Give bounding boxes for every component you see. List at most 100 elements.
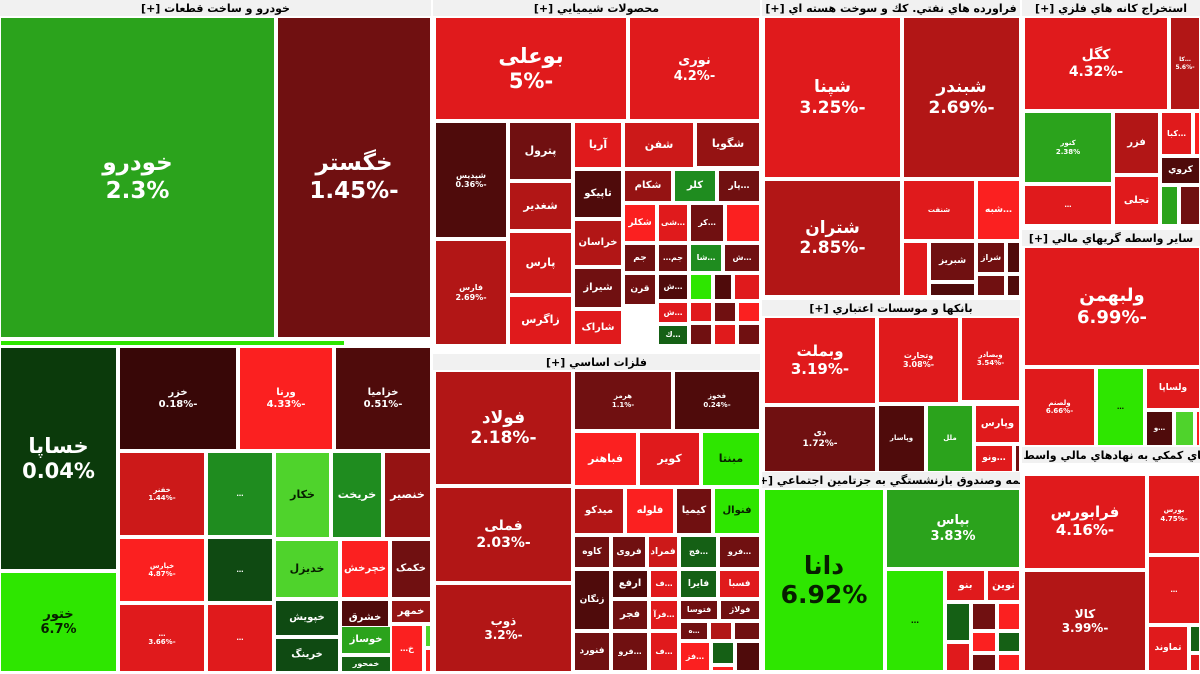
- treemap-tile[interactable]: …ونو: [975, 445, 1013, 472]
- treemap-tile[interactable]: [998, 654, 1020, 671]
- treemap-tile[interactable]: …: [207, 538, 273, 602]
- treemap-tile[interactable]: …: [1024, 185, 1112, 225]
- treemap-tile[interactable]: خکار: [275, 452, 330, 538]
- treemap-tile[interactable]: بنو: [946, 570, 985, 601]
- treemap-tile[interactable]: تجلی: [1114, 176, 1159, 225]
- treemap-tile[interactable]: …ف: [650, 632, 678, 671]
- treemap-tile[interactable]: …کا -5.6%: [1170, 17, 1200, 110]
- treemap-tile[interactable]: شنفت: [903, 180, 975, 240]
- treemap-tile[interactable]: کیمیا: [676, 488, 712, 534]
- treemap-tile[interactable]: قرن: [624, 274, 656, 305]
- treemap-tile[interactable]: نوری -4.2%: [629, 17, 760, 120]
- treemap-tile[interactable]: …: [886, 570, 944, 671]
- treemap-tile[interactable]: خراسان: [574, 220, 622, 266]
- treemap-tile[interactable]: …پار: [718, 170, 760, 202]
- treemap-tile[interactable]: شتران -2.85%: [764, 180, 901, 296]
- treemap-tile[interactable]: شگویا: [696, 122, 760, 167]
- treemap-tile[interactable]: خگستر -1.45%: [277, 17, 431, 338]
- treemap-tile[interactable]: فمراد: [648, 536, 678, 568]
- treemap-tile[interactable]: زاگرس: [509, 296, 572, 345]
- treemap-tile[interactable]: خپویش: [275, 600, 339, 636]
- treemap-tile[interactable]: خفنر -1.44%: [119, 452, 205, 536]
- sector-header-metal-ore-mining[interactable]: استخراج كانه هاي فلزي [+]: [1022, 0, 1200, 16]
- treemap-tile[interactable]: ملل: [927, 405, 973, 472]
- treemap-tile[interactable]: …ش: [724, 244, 760, 272]
- treemap-tile[interactable]: [972, 603, 996, 630]
- treemap-tile[interactable]: کنور 2.38%: [1024, 112, 1112, 183]
- treemap-tile[interactable]: [998, 632, 1020, 652]
- treemap-tile[interactable]: [734, 622, 760, 640]
- treemap-tile[interactable]: پترول: [509, 122, 572, 180]
- treemap-tile[interactable]: …شا: [690, 244, 722, 272]
- treemap-tile[interactable]: ولساپا: [1146, 368, 1200, 409]
- treemap-tile[interactable]: هرمز -1.1%: [574, 371, 672, 430]
- treemap-tile[interactable]: جم: [624, 244, 656, 272]
- treemap-tile[interactable]: خنصیر: [384, 452, 431, 538]
- treemap-tile[interactable]: [998, 603, 1020, 630]
- treemap-tile[interactable]: نوین: [987, 570, 1020, 601]
- treemap-tile[interactable]: …فج: [680, 536, 717, 568]
- treemap-tile[interactable]: فملی -2.03%: [435, 487, 572, 582]
- treemap-tile[interactable]: [946, 603, 970, 641]
- treemap-tile[interactable]: …فز: [680, 642, 710, 671]
- treemap-tile[interactable]: [972, 632, 996, 652]
- treemap-tile[interactable]: خریخت: [332, 452, 382, 538]
- treemap-tile[interactable]: ولبهمن -6.99%: [1024, 247, 1200, 366]
- treemap-tile[interactable]: مبنتا: [702, 432, 760, 486]
- treemap-tile[interactable]: شپدیس -0.36%: [435, 122, 507, 238]
- treemap-tile[interactable]: [736, 642, 760, 671]
- treemap-tile[interactable]: [1190, 626, 1200, 652]
- treemap-tile[interactable]: [930, 283, 975, 296]
- treemap-tile[interactable]: [1015, 445, 1020, 472]
- treemap-tile[interactable]: خپارس -4.87%: [119, 538, 205, 602]
- treemap-tile[interactable]: [1007, 275, 1020, 296]
- treemap-tile[interactable]: زنگان: [574, 570, 610, 630]
- treemap-tile[interactable]: خمهر: [391, 600, 431, 623]
- treemap-tile[interactable]: خزر -0.18%: [119, 347, 237, 450]
- treemap-tile[interactable]: [972, 654, 996, 671]
- treemap-tile[interactable]: آریا: [574, 122, 622, 168]
- treemap-tile[interactable]: بورس -4.75%: [1148, 475, 1200, 554]
- treemap-tile[interactable]: کگل -4.32%: [1024, 17, 1168, 110]
- treemap-tile[interactable]: …شبه: [977, 180, 1020, 240]
- treemap-tile[interactable]: وبصادر -3.54%: [961, 317, 1020, 401]
- treemap-tile[interactable]: …: [207, 452, 273, 536]
- treemap-tile[interactable]: [714, 274, 732, 300]
- treemap-tile[interactable]: …ك: [658, 325, 688, 345]
- treemap-tile[interactable]: [1161, 186, 1178, 225]
- treemap-tile[interactable]: …فرآ: [650, 600, 678, 630]
- treemap-tile[interactable]: دی -1.72%: [764, 406, 876, 472]
- treemap-tile[interactable]: [712, 666, 734, 671]
- treemap-tile[interactable]: [903, 242, 928, 296]
- treemap-tile[interactable]: …ه: [680, 622, 708, 640]
- sector-header-banks[interactable]: بانكها و موسسات اعتباري [+]: [762, 300, 1020, 316]
- treemap-tile[interactable]: وبملت -3.19%: [764, 317, 876, 404]
- treemap-tile[interactable]: خدیزل: [275, 540, 339, 598]
- sector-header-oil-products[interactable]: فراورده هاي نفتي. كك و سوخت هسته اي [+]: [762, 0, 1020, 16]
- treemap-tile[interactable]: خرینگ: [275, 638, 339, 672]
- treemap-tile[interactable]: فزر: [1114, 112, 1159, 174]
- treemap-tile[interactable]: فنورد: [574, 632, 610, 671]
- treemap-tile[interactable]: خمحور: [341, 656, 391, 672]
- sector-header-chemicals[interactable]: محصولات شيميايي [+]: [433, 0, 760, 16]
- treemap-tile[interactable]: [726, 204, 760, 242]
- treemap-tile[interactable]: فباهنر: [574, 432, 637, 486]
- treemap-tile[interactable]: فروی: [612, 536, 646, 568]
- treemap-tile[interactable]: خساپا 0.04%: [0, 347, 117, 570]
- treemap-tile[interactable]: [710, 622, 732, 640]
- treemap-tile[interactable]: شبندر -2.69%: [903, 17, 1020, 178]
- sector-header-auxiliary-financial-activities[interactable]: ليتهاي كمكي به نهادهاي مالي واسط [+]: [1022, 447, 1200, 463]
- treemap-tile[interactable]: شغدیر: [509, 182, 572, 230]
- treemap-tile[interactable]: [712, 642, 734, 664]
- treemap-tile[interactable]: …کر: [690, 204, 724, 242]
- treemap-tile[interactable]: [1175, 411, 1194, 446]
- treemap-tile[interactable]: [690, 274, 712, 300]
- treemap-tile[interactable]: میدکو: [574, 488, 624, 534]
- treemap-tile[interactable]: …فرو: [719, 536, 760, 568]
- treemap-tile[interactable]: خچرخش: [341, 540, 389, 598]
- treemap-tile[interactable]: [1007, 242, 1020, 273]
- treemap-tile[interactable]: خودرو 2.3%: [0, 17, 275, 338]
- treemap-tile[interactable]: …ف: [650, 570, 678, 598]
- treemap-tile[interactable]: وپارس: [975, 405, 1020, 443]
- treemap-tile[interactable]: فولاژ: [720, 600, 760, 620]
